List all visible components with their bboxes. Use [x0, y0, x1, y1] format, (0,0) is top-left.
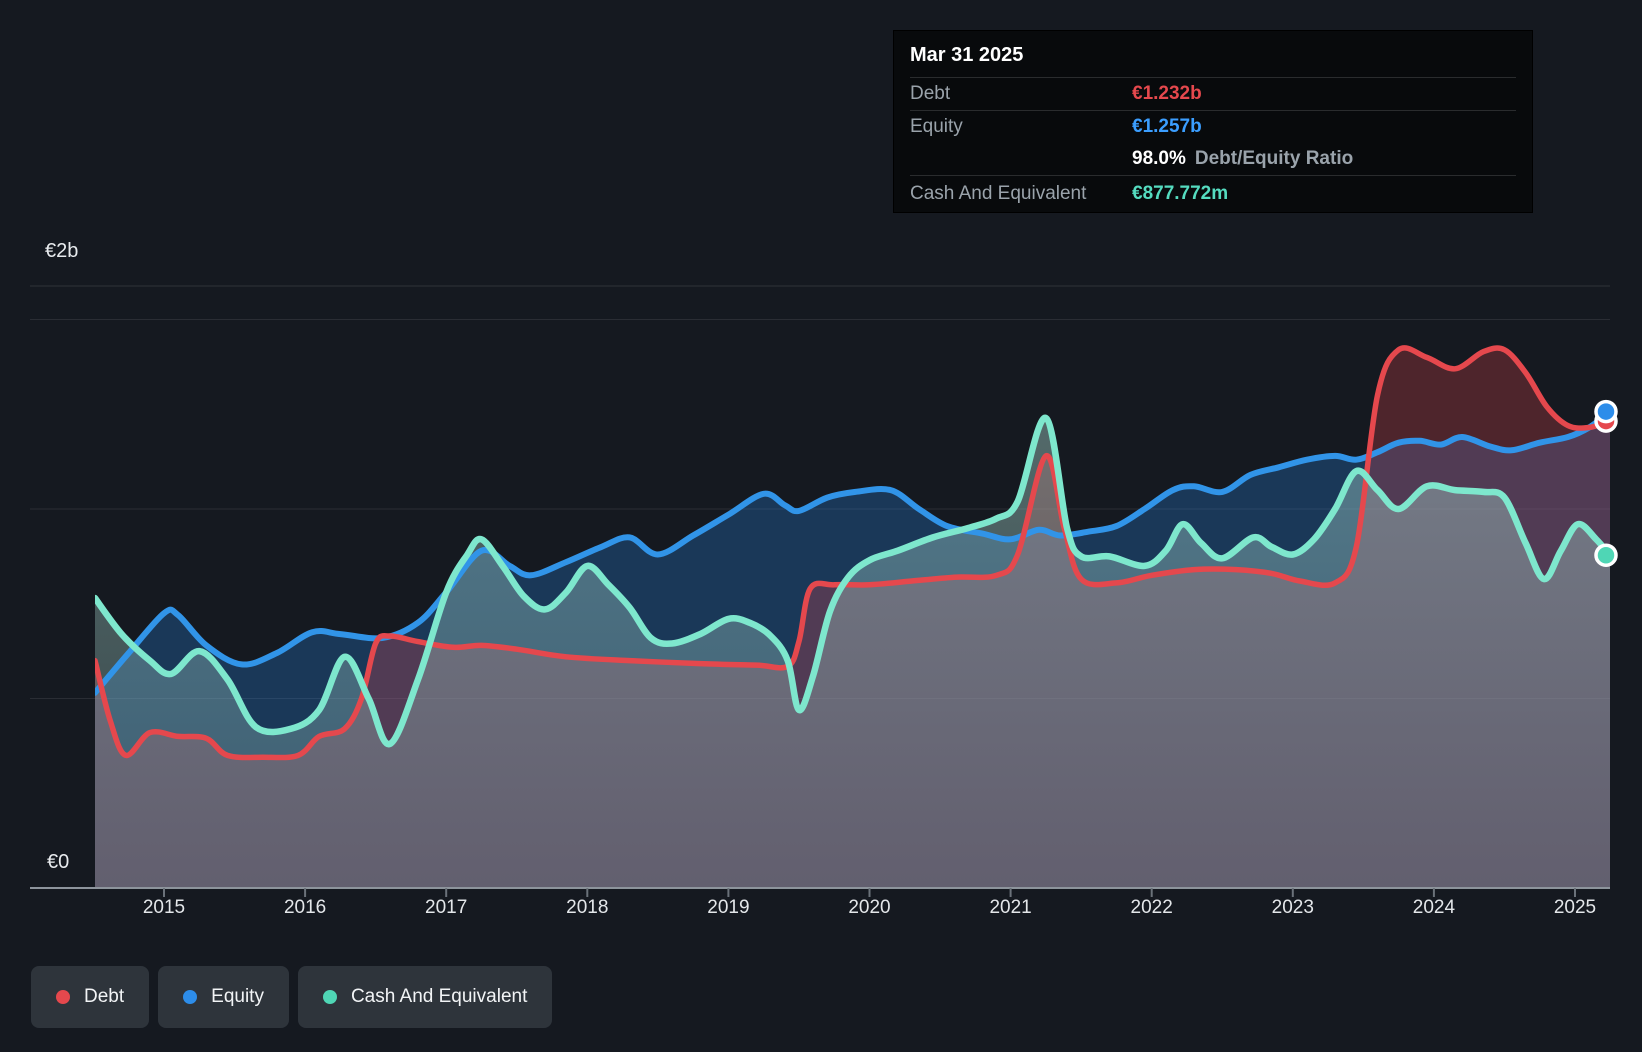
x-tick-label-2025: 2025 — [1553, 897, 1597, 918]
tooltip-row-ratio: 98.0% Debt/Equity Ratio — [910, 143, 1516, 176]
x-tick-label-2023: 2023 — [1271, 897, 1314, 918]
cash-legend-dot-icon — [322, 990, 337, 1004]
x-tick-label-2018: 2018 — [566, 897, 609, 918]
cash-area-fill — [95, 417, 1610, 888]
tooltip-ratio-value: 98.0% — [1132, 148, 1186, 169]
legend-label: Cash And Equivalent — [350, 986, 528, 1007]
equity-end-marker — [1594, 399, 1618, 424]
cash-end-marker — [1594, 543, 1618, 567]
area-fills — [95, 347, 1610, 888]
x-tick-label-2020: 2020 — [848, 897, 891, 918]
legend-label: Equity — [211, 986, 264, 1007]
x-tick-label-2021: 2021 — [989, 897, 1032, 918]
tooltip-cash-value: €877.772m — [1132, 183, 1229, 204]
x-tick-label-2016: 2016 — [283, 897, 327, 918]
tooltip-debt-label: Debt — [910, 83, 951, 104]
y-axis-label-zero: €0 — [47, 851, 70, 873]
debt-line — [95, 345, 1610, 761]
equity-legend-dot-icon — [183, 990, 198, 1004]
tooltip-debt-value: €1.232b — [1132, 83, 1202, 104]
chart-legend: Debt Equity Cash And Equivalent — [31, 966, 553, 1028]
series-lines[interactable] — [95, 345, 1610, 761]
tooltip-row-cash: Cash And Equivalent €877.772m — [910, 176, 1516, 212]
x-tick-label-2015: 2015 — [142, 897, 186, 918]
x-tick-label-2019: 2019 — [707, 897, 750, 918]
tooltip-row-equity: Equity €1.257b — [910, 111, 1516, 143]
tooltip-ratio-label: Debt/Equity Ratio — [1194, 148, 1354, 169]
tooltip-date: Mar 31 2025 — [910, 31, 1516, 78]
end-markers[interactable] — [1594, 399, 1618, 567]
tooltip-cash-label: Cash And Equivalent — [910, 183, 1087, 204]
x-tick-label-2017: 2017 — [425, 897, 468, 918]
legend-item-cash[interactable]: Cash And Equivalent — [297, 966, 553, 1028]
y-axis-label-max: €2b — [45, 240, 79, 262]
debt-legend-dot-icon — [56, 990, 70, 1004]
legend-item-equity[interactable]: Equity — [158, 966, 289, 1028]
tooltip-equity-value: €1.257b — [1132, 116, 1202, 137]
x-axis — [30, 887, 1610, 897]
x-tick-label-2022: 2022 — [1130, 897, 1173, 918]
tooltip-row-debt: Debt €1.232b — [910, 78, 1516, 111]
chart-tooltip: Mar 31 2025 Debt €1.232b Equity €1.257b … — [893, 30, 1533, 213]
cash-line — [95, 414, 1610, 748]
tooltip-equity-label: Equity — [910, 116, 963, 137]
legend-label: Debt — [84, 986, 125, 1007]
legend-item-debt[interactable]: Debt — [31, 966, 150, 1028]
x-tick-label-2024: 2024 — [1412, 897, 1456, 918]
